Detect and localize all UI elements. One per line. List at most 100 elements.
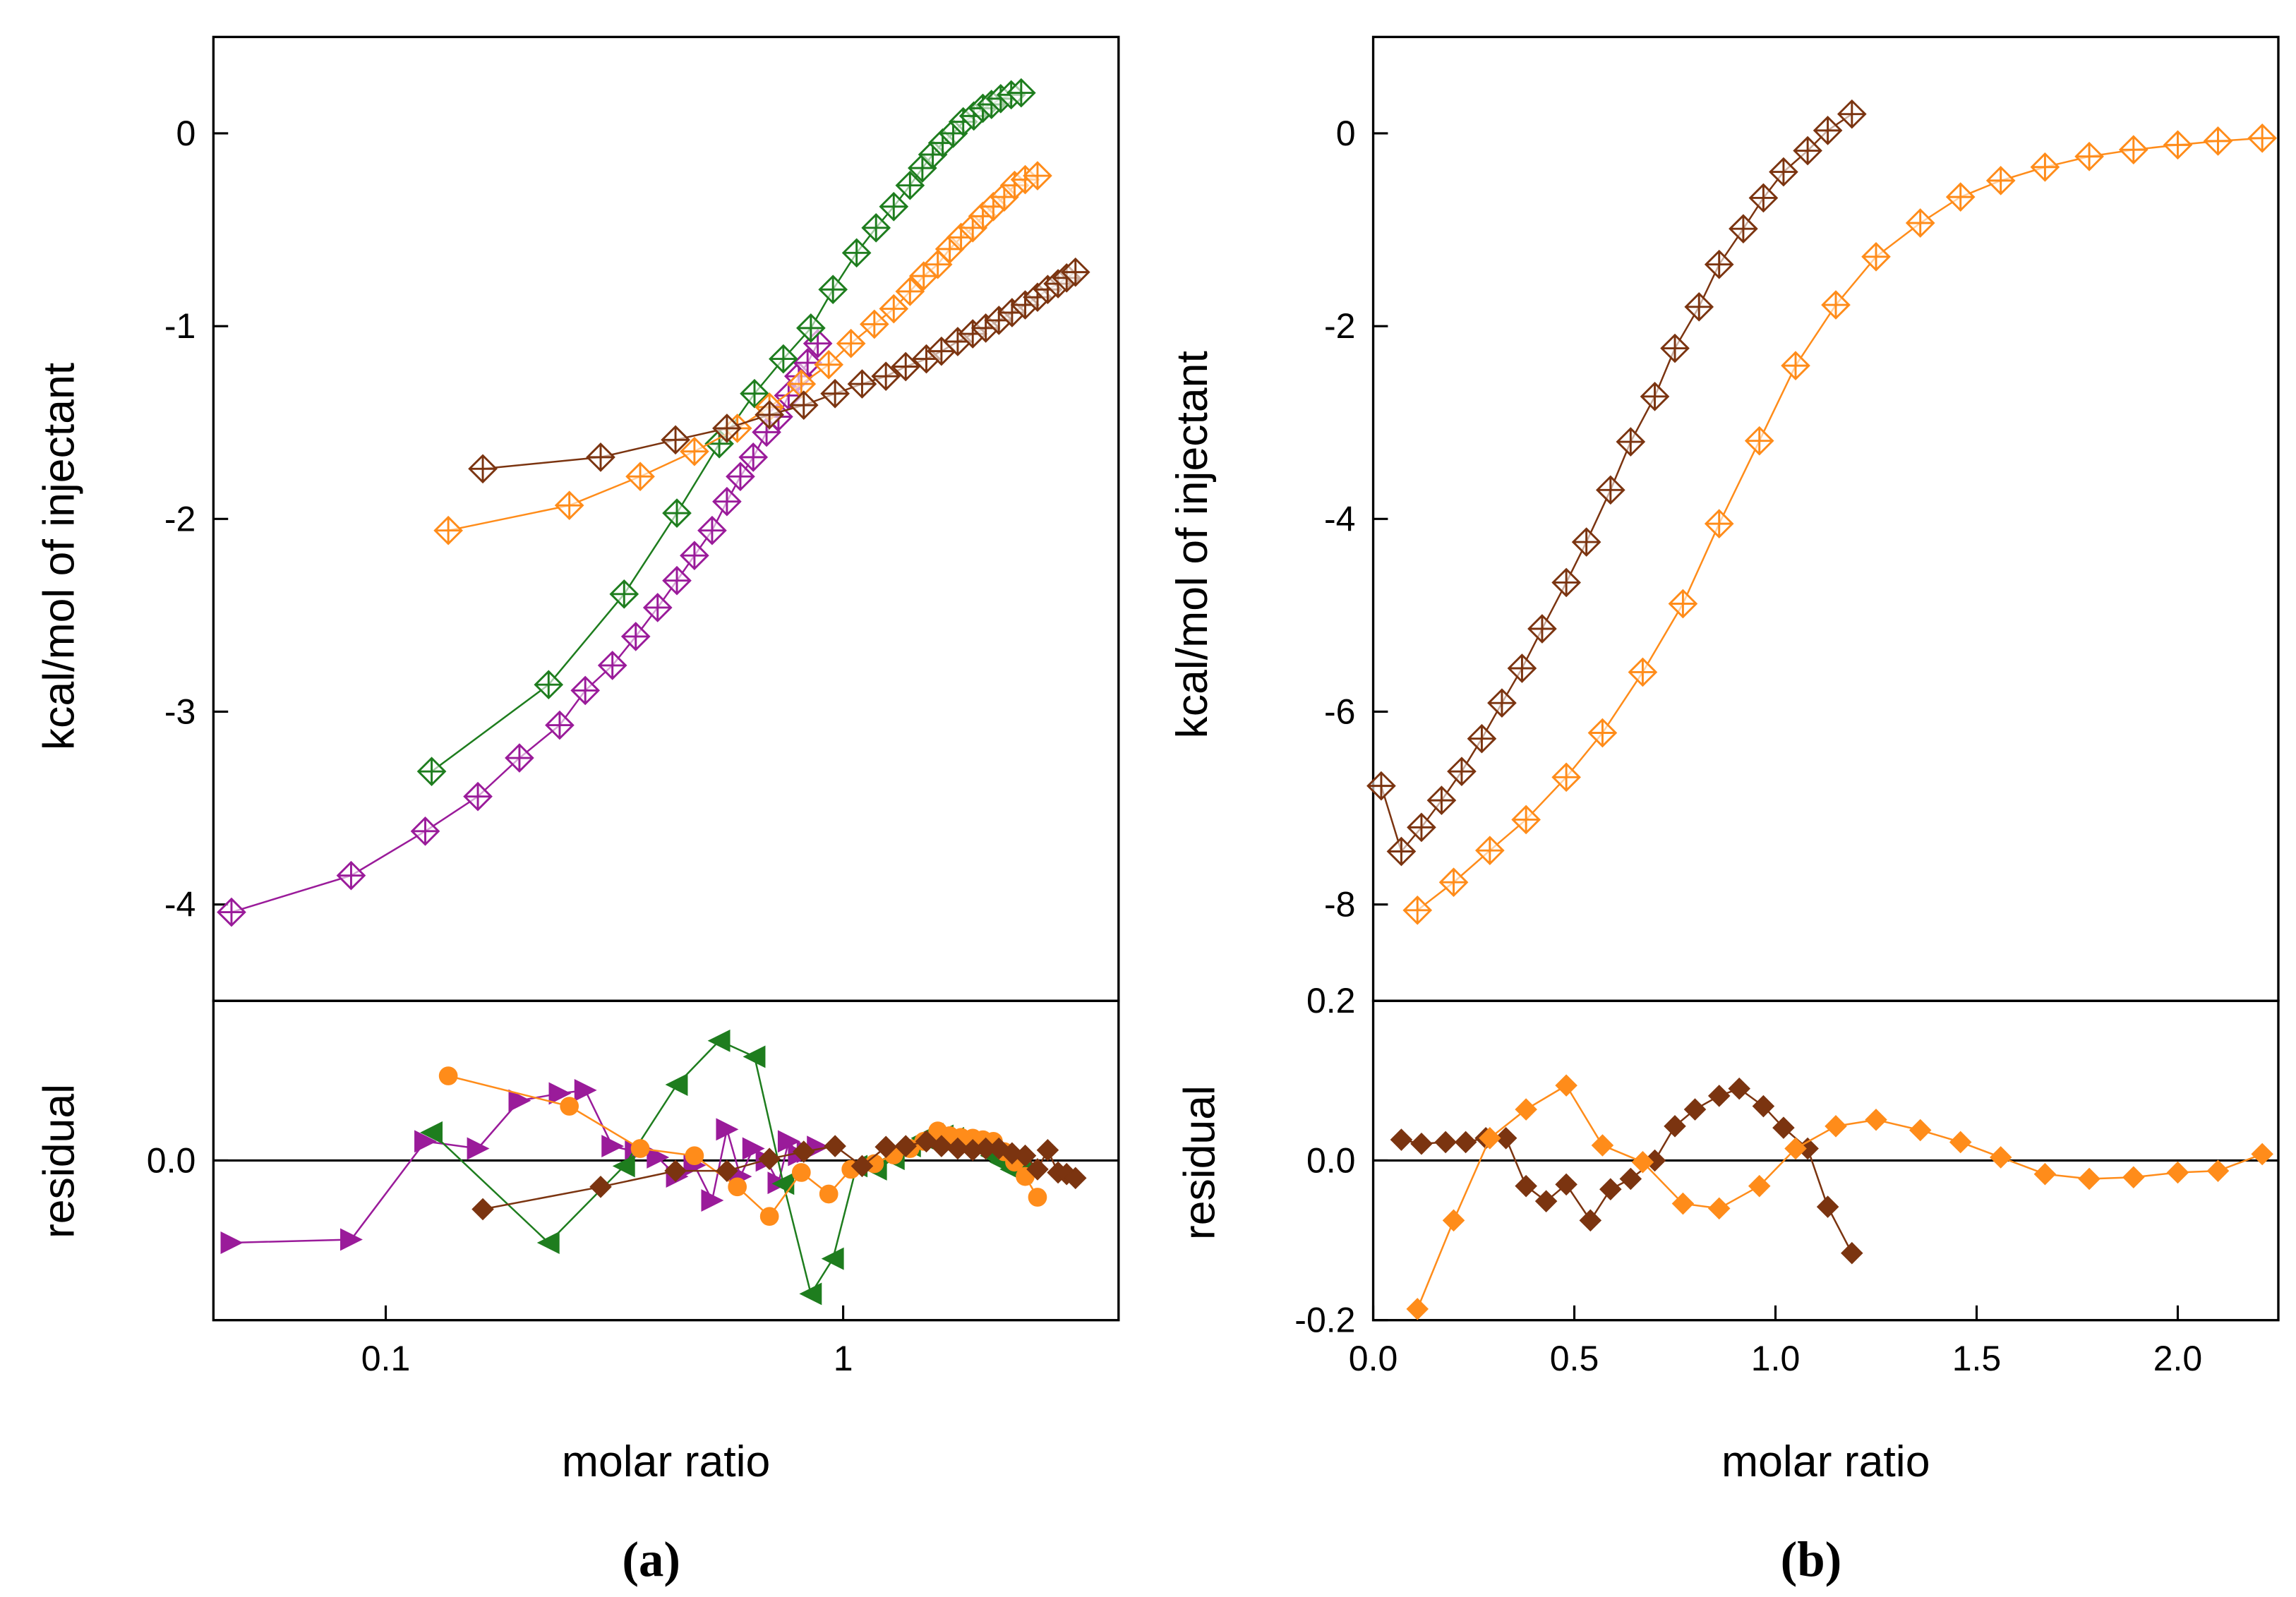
data-point <box>1064 1167 1087 1190</box>
x-axis-label: molar ratio <box>562 1437 770 1486</box>
y-tick-label: -2 <box>1324 306 1356 346</box>
data-point <box>467 1137 490 1160</box>
data-point <box>1426 785 1457 815</box>
data-point <box>1494 1127 1517 1150</box>
data-point <box>414 1130 437 1153</box>
data-point <box>680 436 709 466</box>
data-point <box>946 1137 969 1160</box>
data-point <box>1511 804 1541 835</box>
data-point <box>915 1130 938 1153</box>
data-point <box>1527 614 1557 644</box>
data-point <box>697 515 727 546</box>
data-point <box>2033 1162 2057 1186</box>
data-point <box>1026 1158 1049 1181</box>
data-point <box>1905 208 1935 238</box>
data-point <box>1816 1195 1839 1218</box>
data-point <box>1631 1150 1654 1174</box>
data-point <box>874 1135 897 1159</box>
data-point <box>707 1029 731 1052</box>
data-point <box>791 1163 811 1182</box>
data-point <box>796 313 826 343</box>
data-point <box>2163 130 2193 160</box>
x-axis-label: molar ratio <box>1721 1437 1930 1486</box>
data-point <box>2118 135 2148 165</box>
data-point <box>1366 771 1396 801</box>
data-point <box>662 498 692 528</box>
data-point <box>755 399 785 430</box>
y-axis-label: kcal/mol of injectant <box>34 363 83 750</box>
data-point <box>930 1135 953 1157</box>
data-point <box>1909 1119 1932 1142</box>
data-point <box>1454 1131 1477 1154</box>
data-point <box>1442 1209 1465 1232</box>
data-point <box>1769 157 1798 187</box>
data-point <box>891 351 921 382</box>
y-tick-label: -6 <box>1324 692 1356 731</box>
data-point <box>1671 1192 1695 1215</box>
data-point <box>1728 1077 1750 1100</box>
data-point <box>586 442 615 472</box>
data-point <box>1616 427 1646 457</box>
data-point <box>1551 567 1581 598</box>
data-point <box>895 170 925 200</box>
data-point <box>1772 1116 1795 1139</box>
y-tick-label: -3 <box>164 692 196 731</box>
data-point <box>821 1247 844 1270</box>
data-point <box>841 238 872 268</box>
data-point <box>1793 135 1822 166</box>
plot-frame <box>212 35 1120 1002</box>
data-point <box>1515 1174 1537 1198</box>
data-point <box>728 1177 747 1197</box>
data-point <box>685 1146 704 1166</box>
data-point <box>2251 1143 2273 1166</box>
x-tick-label: 2.0 <box>2153 1339 2203 1378</box>
data-point <box>2078 1167 2100 1191</box>
data-point <box>2074 141 2104 171</box>
data-point <box>2030 152 2060 182</box>
data-point <box>1407 812 1436 843</box>
data-point <box>1707 1085 1731 1107</box>
data-point <box>861 212 891 243</box>
data-point <box>1683 1098 1707 1121</box>
data-point <box>859 309 889 339</box>
data-point <box>662 565 692 596</box>
data-point <box>1813 116 1843 145</box>
data-point <box>1507 653 1537 683</box>
data-point <box>1434 1131 1457 1154</box>
data-point <box>1949 1131 1972 1154</box>
data-point <box>1447 757 1477 786</box>
data-point <box>1060 257 1090 287</box>
data-point <box>508 1089 531 1112</box>
data-point <box>871 361 901 391</box>
data-point <box>788 390 819 420</box>
data-point <box>1023 161 1052 191</box>
data-point <box>742 1137 765 1160</box>
y-tick-label: 0 <box>1336 114 1356 153</box>
data-point <box>1467 723 1497 754</box>
data-point <box>799 1282 822 1306</box>
data-point <box>1551 762 1581 793</box>
data-point <box>468 454 498 484</box>
data-point <box>217 897 246 927</box>
data-point <box>416 757 447 786</box>
data-point <box>1748 1174 1771 1198</box>
data-point <box>1587 718 1618 748</box>
data-point <box>536 1231 560 1254</box>
y-axis-label: residual <box>34 1084 83 1239</box>
data-point <box>574 1078 597 1102</box>
data-point <box>340 1228 363 1251</box>
data-point <box>1596 475 1625 505</box>
data-point <box>1475 836 1505 865</box>
panel-caption: (a) <box>622 1533 680 1588</box>
data-point <box>1479 1127 1501 1150</box>
data-point <box>879 191 909 222</box>
y-axis-label: kcal/mol of injectant <box>1167 351 1217 738</box>
y-tick-label: -4 <box>164 885 196 924</box>
y-axis-label: residual <box>1174 1085 1224 1240</box>
data-point <box>410 816 440 846</box>
data-point <box>609 579 639 609</box>
data-point <box>1985 166 2016 195</box>
data-point <box>2203 126 2233 156</box>
data-point <box>1438 867 1469 898</box>
data-point <box>601 1135 625 1158</box>
